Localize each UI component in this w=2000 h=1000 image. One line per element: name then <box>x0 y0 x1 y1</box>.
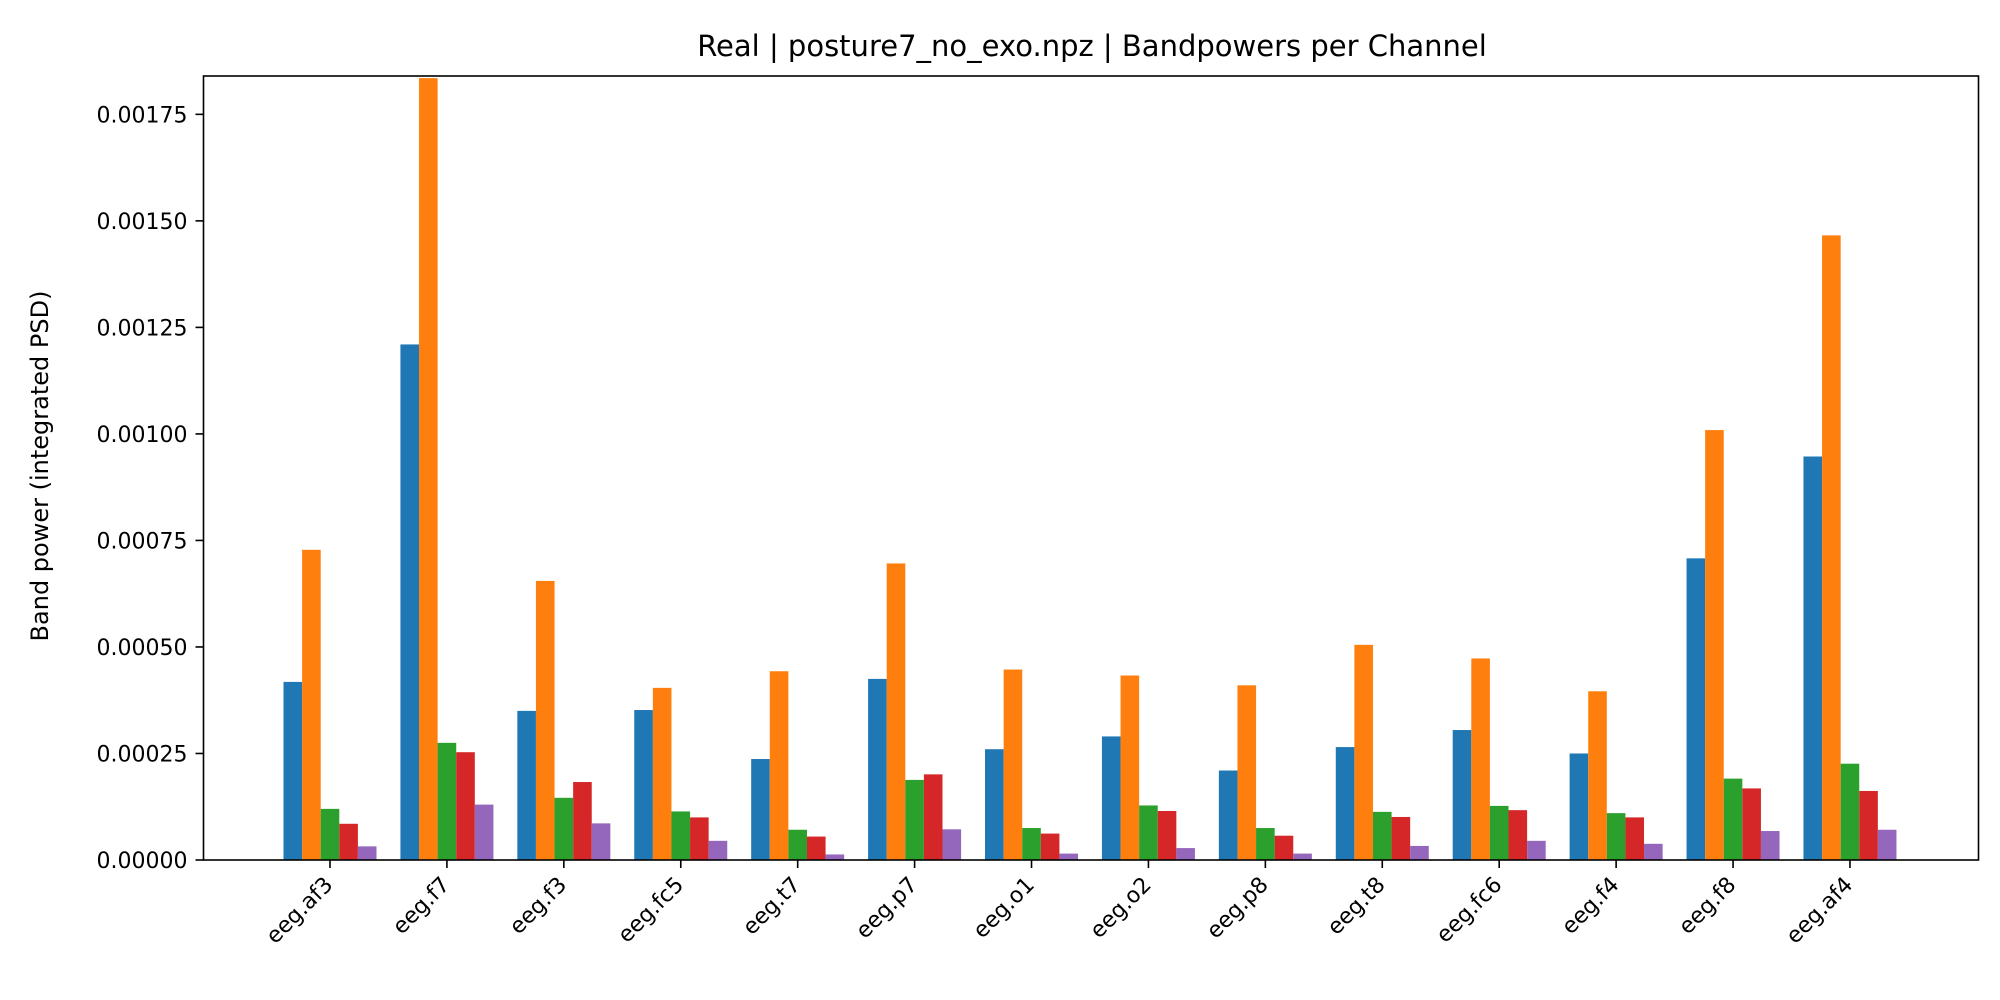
y-tick-label: 0.00050 <box>97 636 188 661</box>
plot-frame <box>202 75 1980 861</box>
bar-eeg-t7-band-4 <box>806 836 826 860</box>
chart-title: Real | posture7_no_exo.npz | Bandpowers … <box>697 29 1487 63</box>
bar-eeg-fc6-band-4 <box>1508 810 1528 860</box>
y-tick-label: 0.00025 <box>97 742 188 767</box>
bar-eeg-f4-band-3 <box>1606 813 1626 860</box>
bar-eeg-af4-band-5 <box>1877 829 1897 860</box>
bar-eeg-fc6-band-3 <box>1489 805 1509 860</box>
bar-eeg-f3-band-3 <box>554 797 574 860</box>
bar-eeg-fc6-band-5 <box>1527 840 1546 860</box>
bar-eeg-t8-band-1 <box>1335 747 1355 860</box>
bar-eeg-fc5-band-5 <box>708 840 728 860</box>
bar-eeg-o1-band-2 <box>1003 669 1023 860</box>
y-tick-label: 0.00175 <box>97 103 188 128</box>
bar-eeg-p8-band-4 <box>1274 835 1294 860</box>
bar-eeg-p7-band-2 <box>886 563 906 860</box>
bar-eeg-f7-band-5 <box>474 804 494 860</box>
bar-eeg-f7-band-4 <box>456 752 475 860</box>
bar-eeg-f7-band-3 <box>437 742 457 860</box>
bar-eeg-p8-band-3 <box>1256 828 1275 860</box>
bar-eeg-t7-band-2 <box>769 671 789 860</box>
bar-eeg-o1-band-3 <box>1022 828 1041 860</box>
y-axis-ticks: 0.00000 0.00025 0.00050 0.00075 0.00100 0.001… <box>97 103 204 874</box>
bar-eeg-af4-band-2 <box>1822 235 1841 861</box>
bar-eeg-p7-band-1 <box>868 678 887 860</box>
bar-eeg-af3-band-4 <box>339 823 358 860</box>
bar-eeg-p7-band-5 <box>942 829 962 860</box>
bar-eeg-t7-band-5 <box>825 854 845 860</box>
y-tick-label: 0.00100 <box>97 423 188 448</box>
bar-eeg-f7-band-1 <box>400 344 420 860</box>
y-axis-label: Band power (integrated PSD) <box>26 291 54 642</box>
bars-layer <box>283 78 1897 861</box>
bar-eeg-af4-band-4 <box>1859 790 1878 860</box>
bar-eeg-t7-band-3 <box>788 829 807 860</box>
bar-eeg-t8-band-3 <box>1372 811 1392 860</box>
bar-eeg-fc6-band-2 <box>1471 658 1490 860</box>
y-tick-label: 0.00000 <box>97 849 188 874</box>
bar-eeg-o1-band-5 <box>1059 853 1079 860</box>
bar-eeg-fc5-band-2 <box>652 687 672 860</box>
bar-eeg-af3-band-2 <box>302 549 321 860</box>
bar-eeg-af3-band-5 <box>357 846 377 860</box>
bar-eeg-o2-band-4 <box>1157 811 1177 860</box>
bar-eeg-f8-band-2 <box>1705 430 1724 860</box>
bar-eeg-p7-band-3 <box>905 779 924 860</box>
bar-eeg-t8-band-5 <box>1410 845 1429 860</box>
bar-eeg-af3-band-3 <box>320 808 340 860</box>
bar-eeg-o1-band-1 <box>985 749 1004 860</box>
bar-eeg-af3-band-1 <box>283 681 303 860</box>
bar-eeg-p8-band-1 <box>1218 770 1238 860</box>
bar-eeg-f4-band-5 <box>1644 843 1663 860</box>
y-tick-label: 0.00125 <box>97 316 188 341</box>
bar-eeg-p8-band-2 <box>1237 685 1257 860</box>
bar-eeg-f3-band-4 <box>573 782 592 860</box>
bar-eeg-o2-band-2 <box>1120 675 1140 860</box>
bar-eeg-fc5-band-4 <box>690 817 709 860</box>
bar-eeg-af4-band-3 <box>1840 763 1860 860</box>
bar-eeg-p8-band-5 <box>1293 853 1312 860</box>
bar-eeg-fc5-band-3 <box>671 811 691 860</box>
bar-eeg-f3-band-5 <box>591 823 611 860</box>
y-tick-label: 0.00150 <box>97 210 188 235</box>
bar-eeg-t7-band-1 <box>751 759 770 860</box>
bar-eeg-o2-band-3 <box>1139 805 1158 860</box>
bar-eeg-af4-band-1 <box>1803 456 1823 860</box>
y-tick-label: 0.00075 <box>97 529 188 554</box>
bar-eeg-f8-band-5 <box>1760 831 1780 860</box>
bar-eeg-f4-band-2 <box>1588 691 1607 860</box>
bar-eeg-o2-band-5 <box>1176 848 1195 860</box>
bar-eeg-f8-band-3 <box>1723 778 1743 860</box>
bar-eeg-f4-band-1 <box>1569 753 1589 860</box>
bar-eeg-t8-band-4 <box>1391 816 1411 860</box>
bar-eeg-t8-band-2 <box>1354 644 1373 860</box>
bar-eeg-p7-band-4 <box>923 774 943 860</box>
bar-eeg-f7-band-2 <box>419 78 438 860</box>
bar-eeg-f8-band-4 <box>1742 788 1761 860</box>
bar-eeg-f3-band-2 <box>535 580 555 860</box>
bar-eeg-fc6-band-1 <box>1452 730 1472 860</box>
bar-eeg-o1-band-4 <box>1040 833 1060 860</box>
bar-eeg-f3-band-1 <box>517 710 536 860</box>
bar-eeg-o2-band-1 <box>1101 736 1121 860</box>
bar-eeg-f4-band-4 <box>1625 817 1645 860</box>
bar-eeg-f8-band-1 <box>1686 558 1706 860</box>
bar-eeg-fc5-band-1 <box>634 710 653 860</box>
